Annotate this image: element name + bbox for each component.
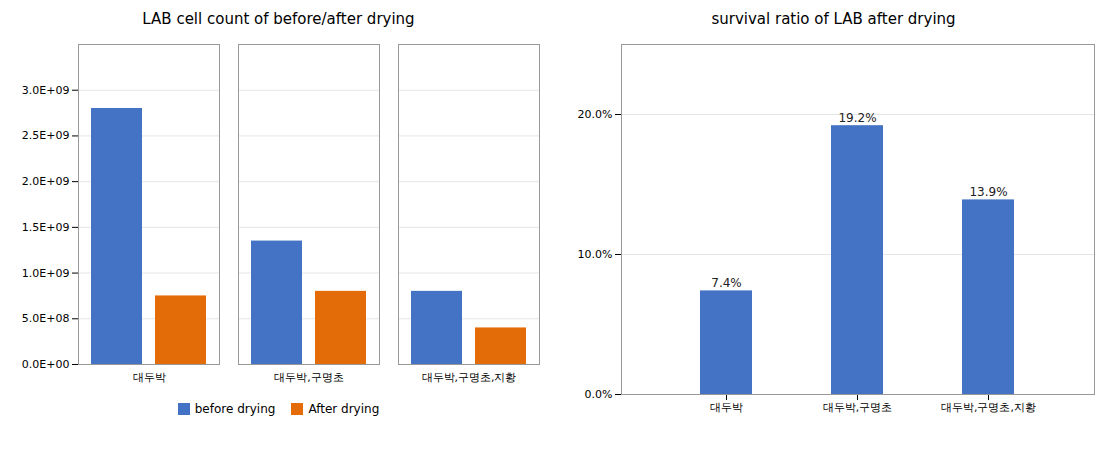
svg-text:0.0E+00: 0.0E+00 — [22, 358, 70, 371]
svg-text:3.0E+09: 3.0E+09 — [22, 84, 70, 97]
svg-text:10.0%: 10.0% — [578, 248, 613, 261]
svg-text:1.5E+09: 1.5E+09 — [22, 221, 70, 234]
html-text:After drying: After drying — [308, 402, 380, 416]
svg-text:대두박: 대두박 — [710, 401, 743, 414]
svg-text:1.0E+09: 1.0E+09 — [22, 267, 70, 280]
svg-text:2.0E+09: 2.0E+09 — [22, 175, 70, 188]
svg-text:대두박,구명초: 대두박,구명초 — [823, 401, 893, 414]
svg-text:20.0%: 20.0% — [578, 108, 613, 121]
svg-text:7.4%: 7.4% — [711, 276, 742, 290]
svg-text:대두박: 대두박 — [133, 371, 166, 384]
svg-text:대두박,구명초,지황: 대두박,구명초,지황 — [422, 371, 517, 384]
svg-text:2.5E+09: 2.5E+09 — [22, 129, 70, 142]
svg-text:19.2%: 19.2% — [838, 111, 876, 125]
svg-text:대두박,구명초,지황: 대두박,구명초,지황 — [941, 401, 1036, 414]
html-text:survival ratio of LAB after dr: survival ratio of LAB after drying — [711, 10, 956, 28]
svg-text:5.0E+08: 5.0E+08 — [22, 312, 70, 325]
html-text:before drying: before drying — [194, 402, 276, 416]
html-text:LAB cell count of before/after: LAB cell count of before/after drying — [142, 10, 415, 28]
svg-text:대두박,구명초: 대두박,구명초 — [274, 371, 344, 384]
svg-text:0.0%: 0.0% — [585, 388, 613, 401]
svg-text:13.9%: 13.9% — [969, 185, 1007, 199]
